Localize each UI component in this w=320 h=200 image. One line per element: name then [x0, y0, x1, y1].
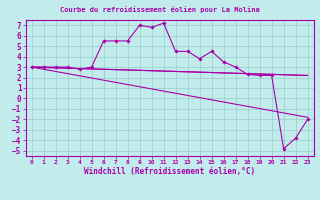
Text: Courbe du refroidissement éolien pour La Molina: Courbe du refroidissement éolien pour La…	[60, 6, 260, 13]
X-axis label: Windchill (Refroidissement éolien,°C): Windchill (Refroidissement éolien,°C)	[84, 167, 255, 176]
